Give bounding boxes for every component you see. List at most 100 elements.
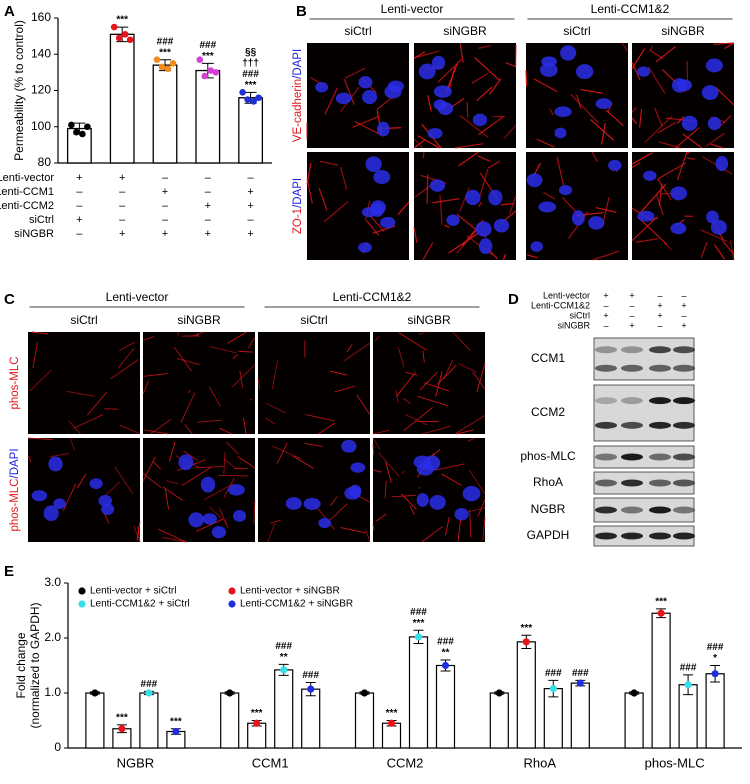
nucleus (576, 64, 593, 79)
bar (153, 65, 177, 163)
micrograph (307, 152, 409, 260)
row-label-part: /DAPI (9, 448, 21, 478)
blot-band (595, 480, 617, 487)
blot-band (673, 480, 695, 487)
condition-mark: – (119, 186, 126, 198)
y-axis-label: Fold change (14, 632, 28, 698)
data-point (165, 65, 172, 72)
y-tick-label: 80 (38, 155, 52, 169)
micrograph (373, 438, 485, 542)
significance: *** (251, 708, 263, 719)
data-point (79, 131, 86, 138)
micrograph (258, 332, 370, 434)
legend-swatch (228, 587, 235, 594)
nucleus (670, 223, 686, 235)
nucleus (101, 504, 114, 515)
y-tick-label: 100 (31, 119, 51, 133)
nucleus (358, 242, 372, 252)
bar (86, 693, 104, 748)
data-point (712, 670, 719, 677)
nucleus (388, 81, 404, 93)
nucleus (362, 90, 377, 104)
nucleus (527, 173, 543, 187)
nucleus (682, 116, 698, 131)
nucleus (706, 210, 719, 223)
blot-band (649, 365, 671, 372)
bar (517, 642, 535, 748)
row-label: phos-MLC (9, 356, 21, 409)
band-label: RhoA (533, 475, 563, 489)
panel-letter: D (508, 291, 519, 308)
legend-label: Lenti-CCM1&2 + siNGBR (240, 599, 353, 610)
nucleus (304, 498, 321, 510)
nucleus (428, 128, 443, 139)
nucleus (350, 462, 365, 472)
x-tick-label: phos-MLC (645, 755, 705, 770)
nucleus (541, 56, 557, 66)
condition-label: siCtrl (570, 310, 591, 320)
condition-mark: + (162, 186, 168, 198)
nucleus (446, 214, 459, 225)
row-label: VE-cadherin/DAPI (292, 49, 304, 142)
data-point (68, 122, 75, 129)
data-point (226, 689, 233, 696)
blot-frame (594, 385, 694, 441)
blot-band (673, 454, 695, 461)
bar (196, 71, 220, 163)
data-point (84, 123, 91, 130)
condition-mark: + (681, 300, 686, 310)
nucleus (341, 440, 356, 453)
nucleus (530, 241, 543, 252)
column-label: siCtrl (300, 313, 327, 327)
bar (140, 693, 158, 748)
significance: ** (280, 652, 288, 663)
micrograph-bg (28, 438, 140, 542)
y-tick-label: 140 (31, 46, 51, 60)
band-label: GAPDH (527, 528, 570, 542)
condition-mark: + (119, 172, 125, 184)
condition-mark: + (247, 186, 253, 198)
data-point (73, 129, 80, 136)
nucleus (706, 59, 723, 73)
nucleus (417, 463, 434, 476)
blot-band (595, 422, 617, 429)
nucleus (465, 190, 480, 205)
nucleus (366, 156, 382, 172)
blot-band (621, 507, 643, 514)
data-point (244, 96, 251, 103)
blot-band (595, 346, 617, 353)
nucleus (637, 211, 654, 222)
condition-mark: + (629, 320, 634, 330)
micrograph (143, 332, 255, 434)
stain-line (526, 70, 527, 86)
bar (248, 723, 266, 748)
condition-mark: + (657, 300, 662, 310)
column-label: siCtrl (70, 313, 97, 327)
blot-band (649, 533, 671, 540)
nucleus (637, 67, 650, 77)
nucleus (715, 156, 728, 171)
significance: ### (572, 668, 589, 679)
significance: ### (410, 607, 427, 618)
micrograph-bg (258, 332, 370, 434)
condition-mark: – (629, 310, 634, 320)
condition-mark: – (205, 172, 212, 184)
x-tick-label: NGBR (117, 755, 155, 770)
data-point (118, 725, 125, 732)
data-point (213, 69, 220, 76)
condition-mark: – (76, 200, 83, 212)
data-point (307, 686, 314, 693)
significance: *** (655, 596, 667, 607)
bar (706, 674, 724, 748)
condition-mark: – (162, 172, 169, 184)
micrograph (258, 438, 370, 542)
significance: ### (545, 668, 562, 679)
blot-band (673, 533, 695, 540)
nucleus (559, 185, 572, 195)
blot-band (595, 533, 617, 540)
panel-letter: E (4, 563, 14, 580)
condition-mark: – (205, 214, 212, 226)
nucleus (434, 85, 452, 98)
micrograph (632, 43, 734, 148)
significance: ### (707, 642, 724, 653)
